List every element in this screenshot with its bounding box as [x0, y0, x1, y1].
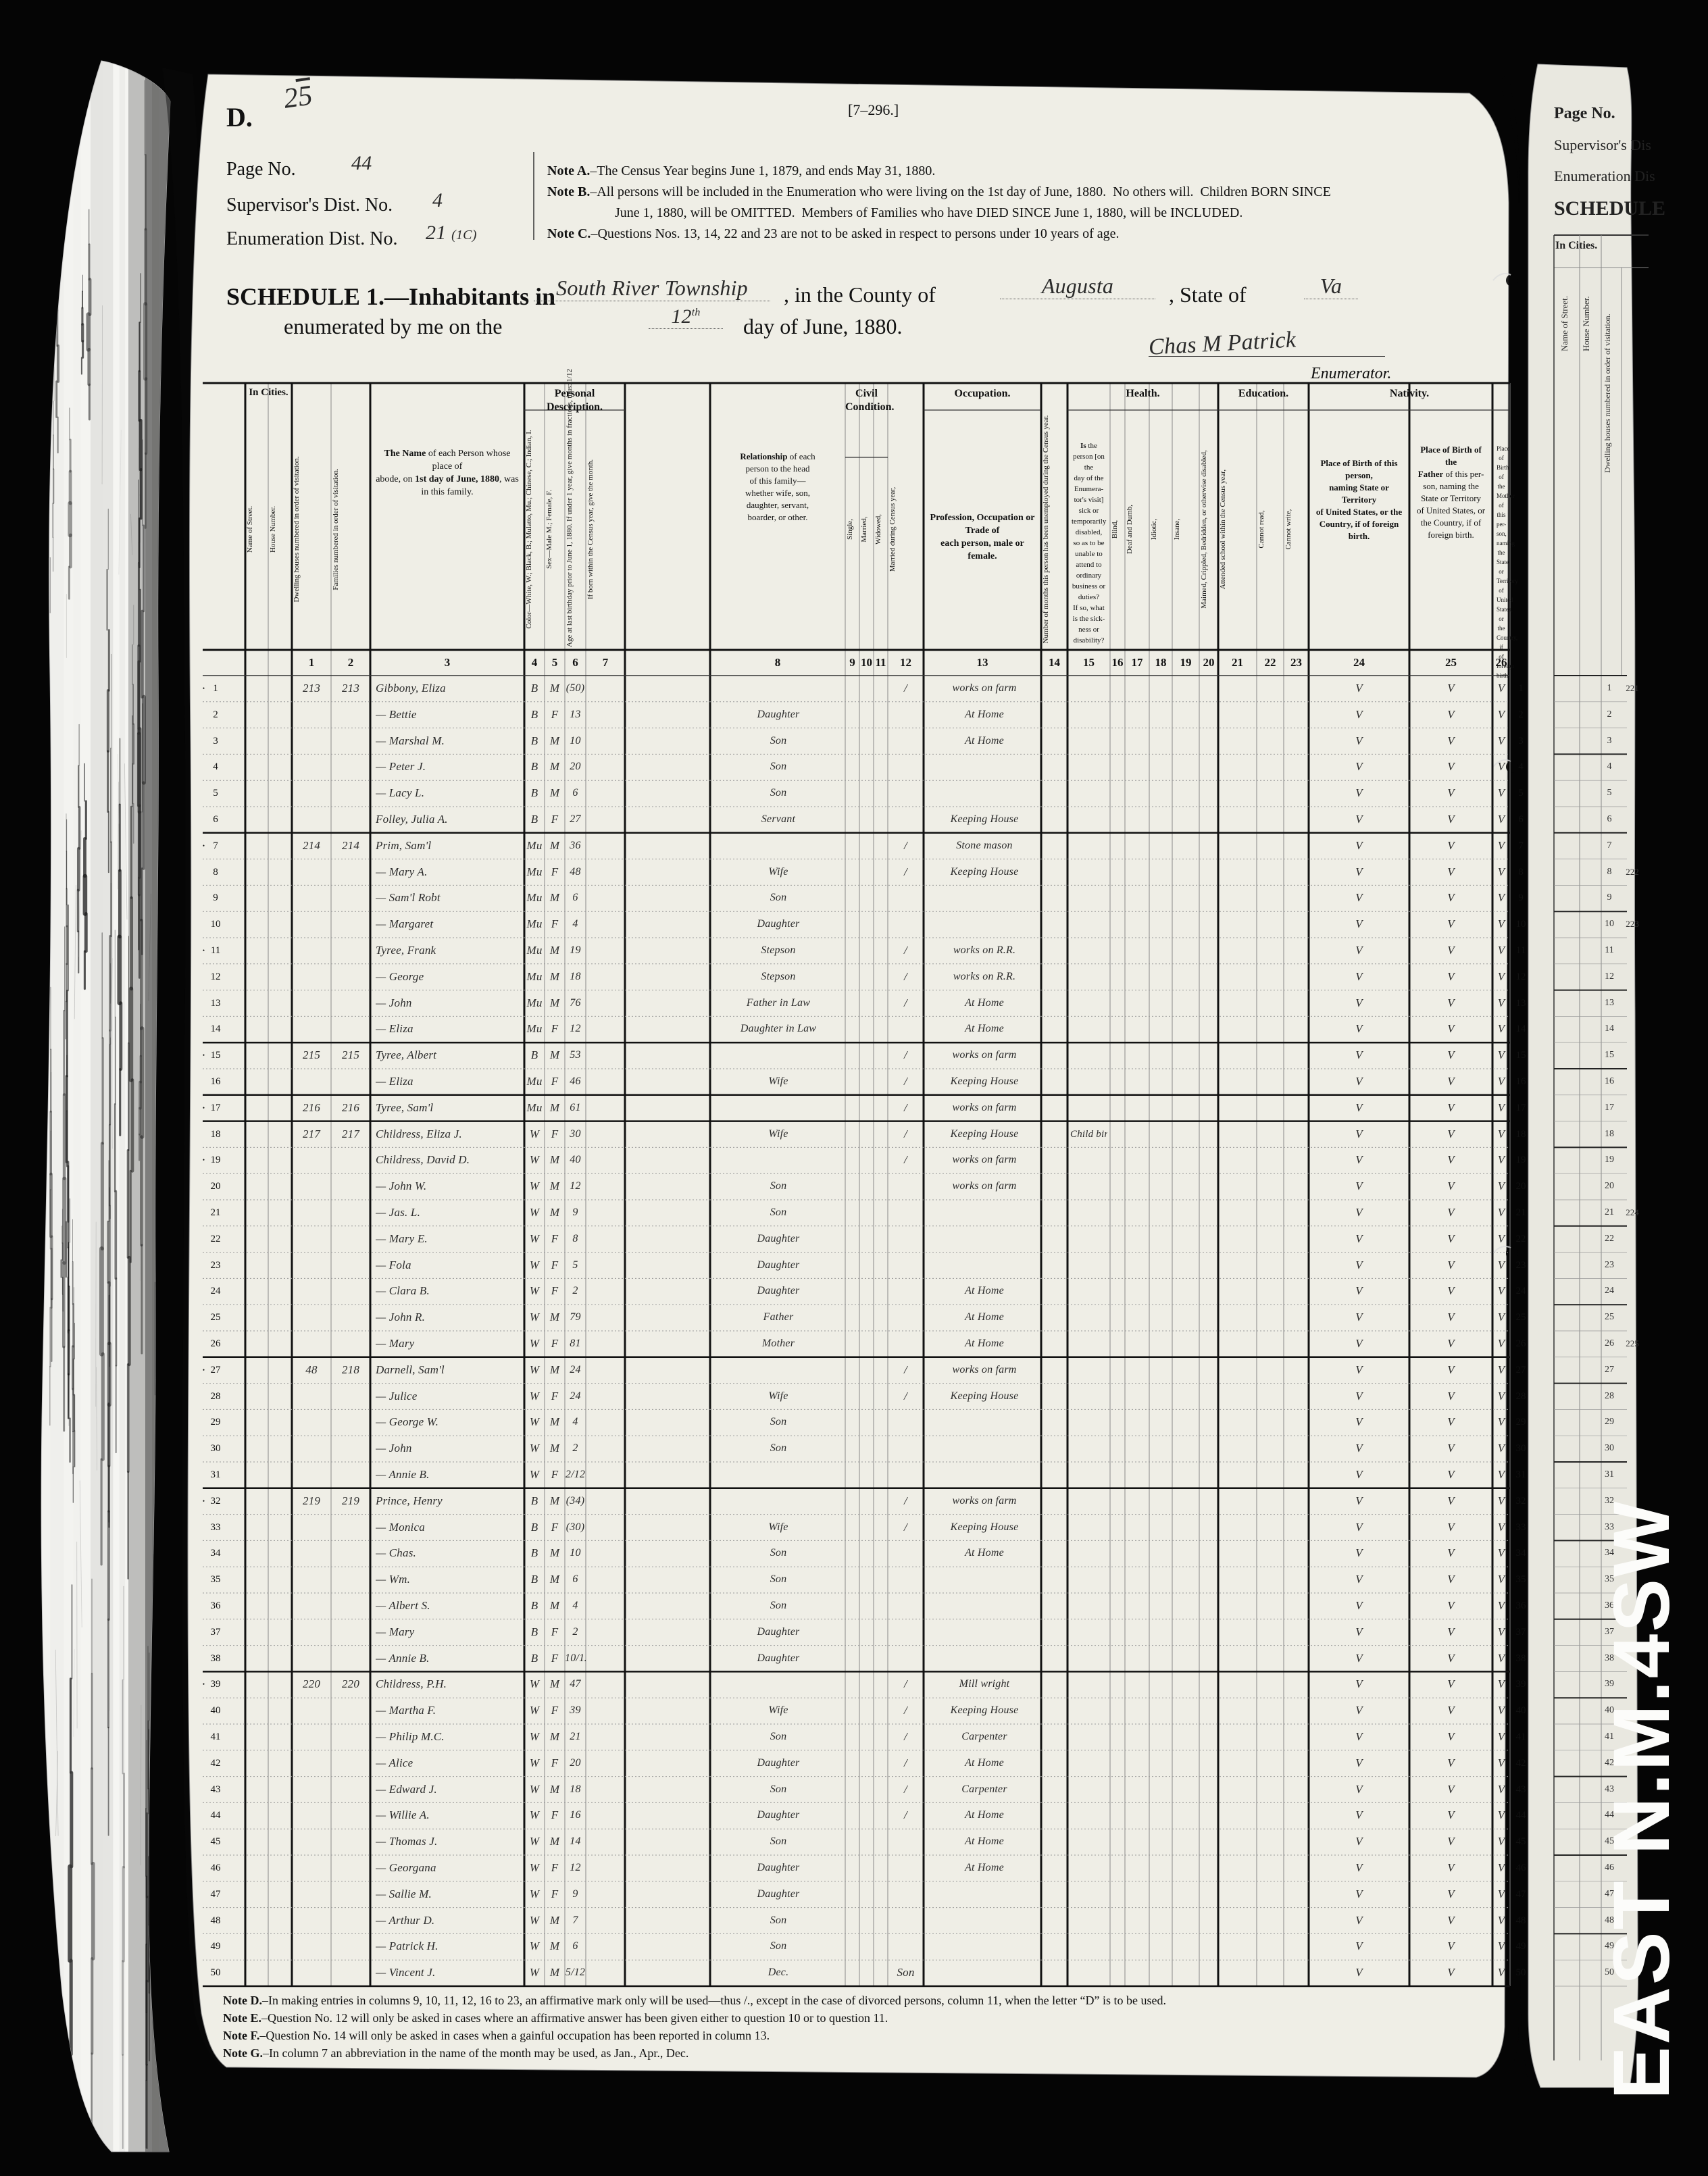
svg-text:EAST N.M.4SW: EAST N.M.4SW [1597, 1500, 1686, 2100]
